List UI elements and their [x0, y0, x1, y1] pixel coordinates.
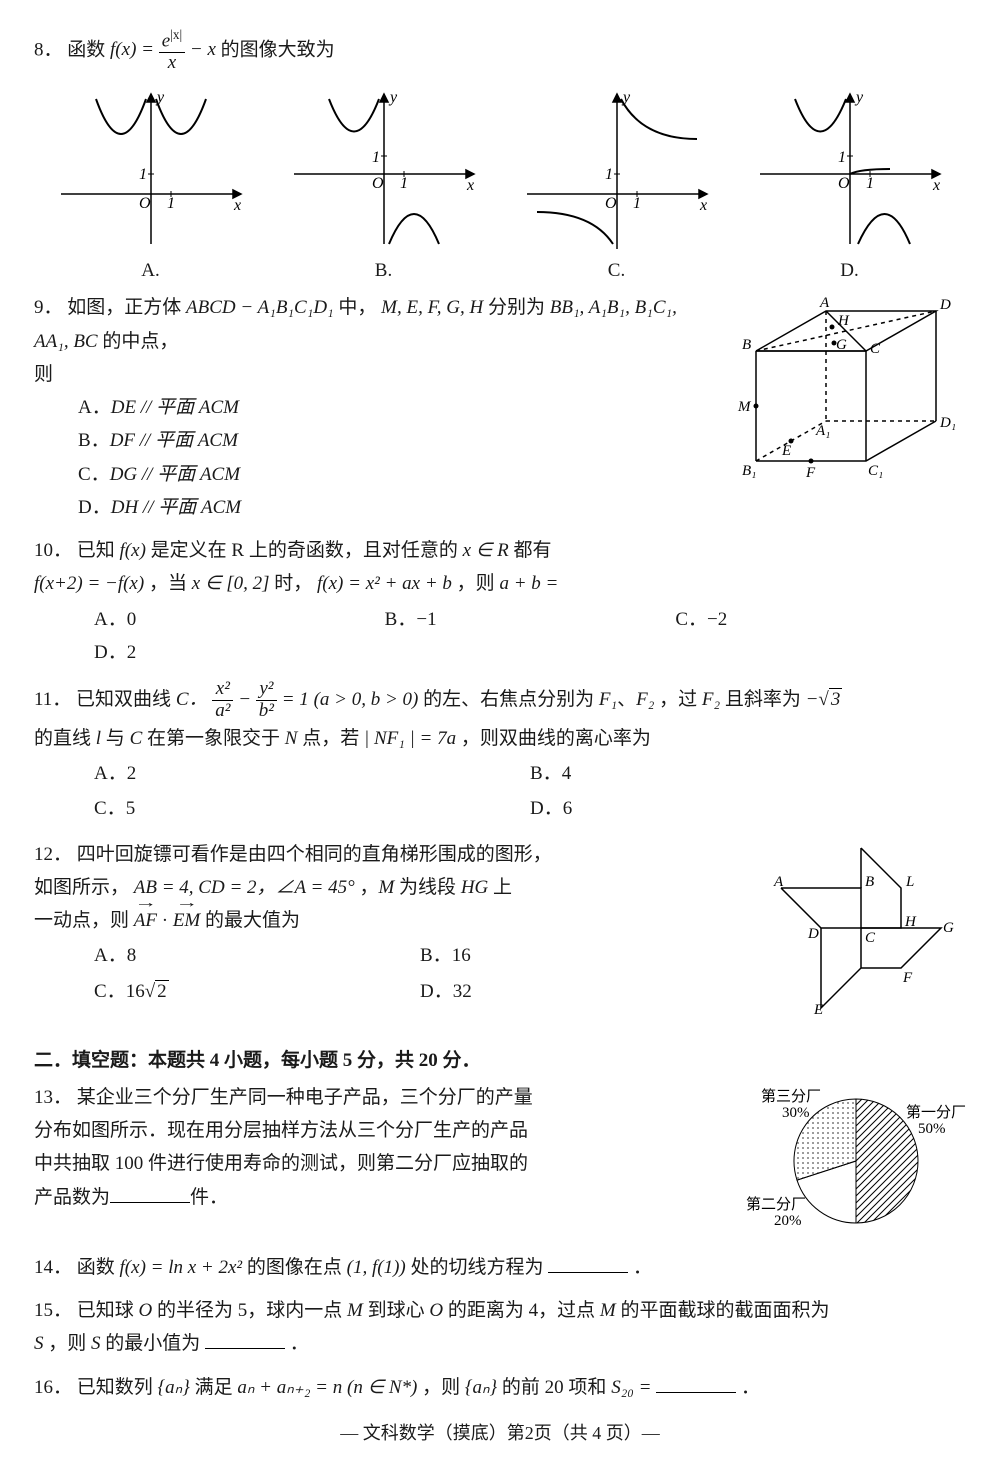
svg-text:F: F [805, 465, 816, 481]
svg-text:50%: 50% [918, 1121, 946, 1137]
svg-text:E: E [813, 1002, 823, 1018]
section-2-heading: 二．填空题：本题共 4 小题，每小题 5 分，共 20 分． [34, 1044, 966, 1077]
svg-text:M: M [737, 399, 752, 415]
q9-cube-figure: A D B C A₁ D₁ B₁ C₁ M E F G H [716, 291, 966, 491]
svg-text:1: 1 [372, 149, 380, 166]
svg-text:O: O [838, 175, 850, 192]
svg-text:O: O [372, 175, 384, 192]
question-8: 8． 函数 f(x) = e|x| x − x 的图像大致为 [34, 28, 966, 74]
q14-blank [548, 1253, 628, 1273]
q8-func: f(x) = e|x| x − x [110, 39, 221, 60]
svg-text:C₁: C₁ [868, 463, 883, 479]
svg-text:第一分厂: 第一分厂 [906, 1103, 966, 1121]
svg-text:1: 1 [139, 166, 147, 183]
svg-text:20%: 20% [774, 1213, 802, 1229]
svg-text:x: x [699, 197, 707, 214]
svg-text:y: y [854, 89, 864, 106]
q16-number: 16． [34, 1377, 72, 1398]
question-11: 11． 已知双曲线 C． x²a² − y²b² = 1 (a > 0, b >… [34, 679, 966, 828]
svg-text:H: H [837, 313, 850, 329]
svg-text:D: D [807, 926, 819, 942]
q10-number: 10． [34, 540, 72, 561]
q14-number: 14． [34, 1257, 72, 1278]
question-13: 13． 某企业三个分厂生产同一种电子产品，三个分厂的产量 分布如图所示．现在用分… [34, 1081, 966, 1241]
svg-text:B: B [865, 874, 874, 890]
q15-blank [205, 1329, 285, 1349]
svg-text:A₁: A₁ [815, 423, 830, 439]
svg-text:B₁: B₁ [742, 463, 756, 479]
q8-graph-c: O x y 1 1 C. [517, 84, 717, 287]
q8-number: 8． [34, 39, 63, 60]
q9-number: 9． [34, 297, 63, 318]
q16-blank [656, 1373, 736, 1393]
svg-text:L: L [905, 874, 914, 890]
svg-text:O: O [605, 195, 617, 212]
q11-number: 11． [34, 689, 71, 710]
svg-text:C: C [870, 341, 881, 357]
svg-text:30%: 30% [782, 1105, 810, 1121]
q8-fraction: e|x| x [159, 28, 185, 74]
q13-blank [110, 1183, 190, 1203]
question-10: 10． 已知 f(x) 是定义在 R 上的奇函数，且对任意的 x ∈ R 都有 … [34, 534, 966, 669]
q12-number: 12． [34, 844, 72, 865]
svg-text:F: F [902, 970, 913, 986]
question-14: 14． 函数 f(x) = ln x + 2x² 的图像在点 (1, f(1))… [34, 1251, 966, 1284]
q8-label-b: B. [284, 254, 484, 287]
svg-text:1: 1 [866, 175, 874, 192]
q8-label-c: C. [517, 254, 717, 287]
svg-text:H: H [904, 914, 917, 930]
svg-text:1: 1 [633, 195, 641, 212]
question-15: 15． 已知球 O 的半径为 5，球内一点 M 到球心 O 的距离为 4，过点 … [34, 1294, 966, 1361]
svg-text:G: G [943, 920, 954, 936]
svg-text:1: 1 [167, 195, 175, 212]
svg-text:y: y [388, 89, 398, 106]
svg-text:x: x [932, 177, 940, 194]
svg-text:D: D [939, 297, 951, 313]
question-9: 9． 如图，正方体 ABCD − A₁B₁C₁D₁ 中， M, E, F, G,… [34, 291, 966, 524]
svg-text:1: 1 [838, 149, 846, 166]
q8-graphs: O x y 1 1 A. O x y 1 1 B. [34, 84, 966, 287]
q13-number: 13． [34, 1087, 72, 1108]
svg-text:A: A [819, 295, 830, 311]
q8-graph-d: O x y 1 1 D. [750, 84, 950, 287]
svg-text:1: 1 [400, 175, 408, 192]
q8-graph-b: O x y 1 1 B. [284, 84, 484, 287]
q8-graph-a: O x y 1 1 A. [51, 84, 251, 287]
svg-text:第三分厂: 第三分厂 [761, 1087, 821, 1105]
q8-label-d: D. [750, 254, 950, 287]
q8-label-a: A. [51, 254, 251, 287]
svg-text:x: x [233, 197, 241, 214]
svg-text:G: G [836, 337, 847, 353]
svg-text:y: y [155, 89, 165, 106]
q8-stem-pre: 函数 [67, 39, 110, 60]
svg-text:E: E [781, 443, 791, 459]
question-12: 12． 四叶回旋镖可看作是由四个相同的直角梯形围成的图形， 如图所示， AB =… [34, 838, 966, 1028]
svg-text:B: B [742, 337, 751, 353]
question-16: 16． 已知数列 {aₙ} 满足 aₙ + aₙ₊₂ = n (n ∈ N*) … [34, 1371, 966, 1404]
svg-text:第二分厂: 第二分厂 [746, 1195, 806, 1213]
q13-pie-chart: 第三分厂 30% 第一分厂 50% 第二分厂 20% [706, 1081, 966, 1241]
q15-number: 15． [34, 1300, 72, 1321]
svg-text:A: A [773, 874, 784, 890]
q11-hyperbola-eq: x²a² − y²b² = 1 [212, 689, 313, 710]
q12-pinwheel-figure: A B D C G H F E L [746, 838, 966, 1028]
q8-stem-post: 的图像大致为 [221, 39, 335, 60]
svg-text:y: y [621, 89, 631, 106]
svg-text:O: O [139, 195, 151, 212]
svg-text:C: C [865, 930, 876, 946]
svg-text:1: 1 [605, 166, 613, 183]
svg-text:x: x [466, 177, 474, 194]
svg-text:D₁: D₁ [939, 415, 956, 431]
